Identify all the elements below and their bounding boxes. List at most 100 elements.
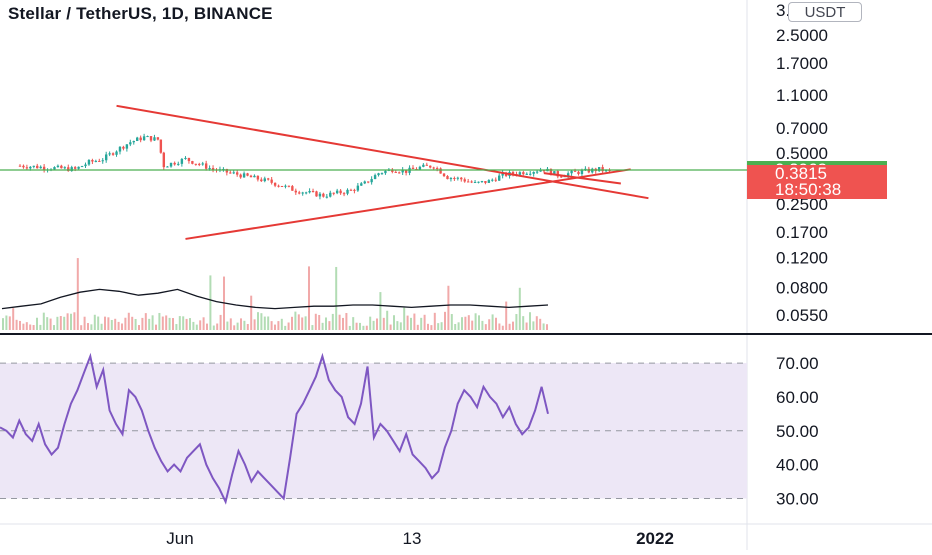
candle-body [549, 168, 553, 175]
volume-bar [437, 323, 440, 330]
volume-bar [450, 314, 453, 330]
candle-body [36, 165, 39, 169]
price-tick-label: 2.5000 [776, 26, 828, 45]
candle-body [542, 170, 546, 172]
volume-bar [178, 316, 181, 330]
candle-body [273, 182, 277, 186]
current-price-tag: 0.3815 [747, 164, 887, 183]
volume-bar [413, 313, 416, 330]
candle-body [560, 176, 563, 178]
candle-body [363, 181, 366, 184]
candle-body [246, 173, 249, 176]
volume-bar [274, 324, 276, 330]
volume-bar [73, 312, 76, 330]
volume-bar [165, 315, 168, 330]
candle-body [301, 192, 304, 194]
candle-body [311, 191, 315, 193]
volume-bar [148, 318, 151, 330]
volume-bar [229, 318, 232, 330]
price-tick-label: 1.1000 [776, 86, 828, 105]
volume-bar [25, 322, 28, 330]
countdown-timer-tag: 18:50:38 [747, 180, 887, 199]
volume-bar [39, 324, 42, 330]
candle-body [177, 163, 180, 165]
candle-body [566, 173, 570, 177]
candle-body [125, 144, 129, 149]
rsi-tick-label: 40.00 [776, 456, 819, 475]
volume-bar [512, 321, 514, 330]
candle-body [391, 169, 394, 172]
volume-bar [406, 315, 409, 330]
volume-bar [49, 318, 52, 330]
volume-bar [36, 317, 38, 330]
volume-bar [209, 275, 212, 330]
volume-bar [427, 323, 429, 330]
price-tick-label: 0.1200 [776, 249, 828, 268]
volume-bar [297, 314, 300, 330]
volume-bar [505, 301, 508, 330]
volume-bar [32, 325, 35, 330]
volume-bar [464, 316, 467, 330]
candle-body [63, 167, 67, 169]
volume-bar [22, 323, 25, 330]
volume-bar [430, 325, 433, 330]
candle-body [191, 161, 194, 164]
candle-body [291, 186, 294, 191]
candle-body [556, 171, 560, 177]
volume-bar [447, 285, 450, 330]
candle-body [380, 173, 384, 175]
candle-body [366, 181, 370, 183]
volume-bar [369, 316, 372, 330]
volume-bar [498, 323, 501, 330]
candle-body [422, 164, 425, 167]
volume-bar [311, 325, 314, 330]
volume-bar [304, 316, 307, 330]
candle-body [108, 153, 111, 155]
currency-unit-badge[interactable]: USDT [788, 2, 862, 22]
volume-bar [141, 317, 144, 330]
volume-bar [107, 317, 110, 330]
volume-bar [518, 287, 521, 330]
volume-bar [80, 325, 83, 330]
volume-bar [396, 321, 399, 330]
volume-bar [345, 313, 348, 330]
candle-body [570, 170, 573, 174]
volume-bar [151, 315, 154, 330]
volume-bar [277, 321, 280, 330]
volume-bar [495, 317, 497, 330]
candle-body [136, 137, 139, 141]
volume-bar [270, 321, 273, 330]
candle-body [308, 191, 311, 193]
candle-body [315, 191, 318, 197]
candle-body [270, 179, 273, 183]
volume-bar [393, 315, 395, 330]
candle-body [411, 167, 415, 169]
volume-bar [172, 318, 174, 330]
chart-title: Stellar / TetherUS, 1D, BINANCE [8, 4, 273, 23]
candle-body [153, 137, 156, 141]
volume-bar [206, 323, 208, 330]
candle-body [156, 137, 160, 140]
volume-bar [124, 317, 127, 330]
candle-body [201, 163, 204, 165]
volume-bar [243, 320, 246, 330]
volume-bar [158, 312, 161, 330]
price-tick-label: 0.7000 [776, 119, 828, 138]
volume-ma-line [1, 288, 549, 310]
volume-bar [46, 317, 49, 330]
candle-body [449, 178, 453, 180]
candle-body [435, 168, 439, 170]
candle-body [335, 190, 339, 194]
candle-body [87, 160, 91, 165]
candle-body [446, 176, 449, 180]
candle-body [463, 179, 466, 182]
candle-body [325, 196, 329, 198]
candle-body [498, 175, 501, 181]
candle-body [394, 171, 397, 173]
candle-body [329, 192, 332, 197]
candle-body [342, 193, 346, 195]
volume-bar [56, 316, 59, 330]
candle-body [256, 175, 260, 180]
volume-bar [403, 307, 406, 330]
